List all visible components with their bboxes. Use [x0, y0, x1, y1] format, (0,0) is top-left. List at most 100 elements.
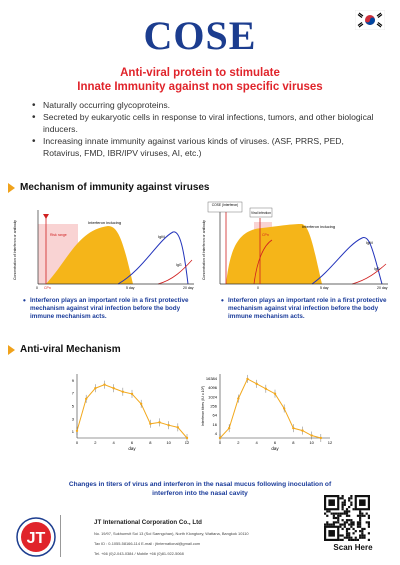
qr-code-icon[interactable] [324, 495, 370, 541]
section-heading-antiviral: Anti-viral Mechanism [8, 344, 121, 355]
address-line-3: Tel. +66 (0)2-043-0384 / Mobile +66 (0)8… [94, 551, 184, 556]
interferon-chart-data-point [301, 429, 304, 432]
interferon-chart-data-point [237, 397, 240, 400]
virus-chart-y-tick: 1 [72, 429, 75, 434]
address-line-2: Tax ID : 0-1055-58166-114 E-mail : jtint… [94, 541, 201, 546]
interferon-chart-data-point [319, 436, 323, 440]
chart1-x-tick: 20 day [183, 286, 194, 290]
virus-chart-y-tick: 9 [72, 378, 75, 383]
triangle-bullet-icon [8, 182, 15, 193]
chart2-x-tick: 0 [257, 286, 259, 290]
section-heading-text: Anti-viral Mechanism [20, 344, 121, 355]
igg-curve [351, 263, 387, 285]
igm-curve [117, 231, 189, 285]
chart1-igm-label: IgM [158, 234, 165, 239]
korea-flag-icon [355, 10, 385, 30]
interferon-chart-y-tick: 4096 [208, 385, 218, 390]
chart1-x-tick: 5 day [126, 286, 135, 290]
virus-chart-data-point [130, 392, 134, 396]
caption-line-2: interferon into the nasal cavity [152, 490, 248, 497]
interferon-area [46, 226, 133, 284]
subtitle: Anti-viral protein to stimulate Innate I… [0, 66, 400, 94]
page-title: COSE [143, 13, 257, 58]
note-right-text: Interferon plays an important role in a … [228, 297, 387, 321]
section-heading-text: Mechanism of immunity against viruses [20, 182, 210, 193]
interferon-area [226, 224, 322, 284]
virus-chart-data-point [103, 383, 106, 386]
immunity-chart-with-cose: COSE (Interferon) Viral Infection Interf… [202, 201, 388, 290]
virus-chart-data-point [139, 402, 143, 406]
virus-chart-data-point [167, 424, 170, 427]
caption-line-1: Changes in titers of virus and interfero… [68, 481, 332, 488]
chart1-igg-label: IgG [176, 263, 182, 267]
interferon-chart-series-line [219, 378, 321, 439]
virus-chart-x-tick: 0 [76, 440, 79, 445]
interferon-chart-y-tick: 16384 [206, 376, 218, 381]
address-line-1: No. 19/97, Sukhumvit Soi 13 (Soi Saengch… [94, 531, 249, 536]
virus-chart-data-point [149, 422, 152, 425]
virus-chart-y-tick: 5 [72, 404, 75, 409]
virus-chart-y-tick: 3 [72, 416, 75, 421]
interferon-chart-ylabel: Interferon titres (IU x 10³) [201, 386, 205, 426]
virus-chart-x-tick: 2 [94, 440, 97, 445]
virus-chart-x-tick: 6 [131, 440, 134, 445]
interferon-chart-y-tick: 4 [215, 431, 218, 436]
interferon-chart-y-tick: 256 [210, 404, 217, 409]
interferon-chart-y-tick: 16 [213, 422, 218, 427]
subtitle-line-1: Anti-viral protein to stimulate [120, 67, 280, 79]
chart2-igm-label: IgM [366, 240, 373, 245]
interferon-chart-x-tick: 0 [219, 440, 222, 445]
interferon-chart-data-point [246, 377, 249, 381]
interferon-chart-x-tick: 4 [256, 440, 259, 445]
list-item: Secreted by eukaryotic cells in response… [32, 112, 384, 135]
figure-caption: Changes in titers of virus and interfero… [30, 480, 370, 498]
company-name: JT International Corporation Co., Ltd [94, 519, 202, 526]
virus-chart-data-point [94, 387, 97, 390]
note-right: • Interferon plays an important role in … [221, 296, 387, 321]
cose-label: COSE (Interferon) [212, 203, 239, 207]
list-item: Increasing innate immunity against vario… [32, 136, 384, 159]
virus-chart-x-tick: 4 [113, 440, 116, 445]
interferon-chart-x-tick: 10 [309, 440, 314, 445]
chart1-interferon-label: Interferon inducing [88, 220, 121, 225]
interferon-chart-data-point [255, 382, 258, 386]
chart2-igg-label: IgG [374, 267, 380, 271]
interferon-chart-xlabel: day [271, 446, 279, 451]
interferon-chart-data-point [273, 392, 277, 395]
igm-curve [311, 237, 383, 285]
virus-chart-data-point [185, 436, 189, 440]
interferon-chart-x-tick: 2 [237, 440, 240, 445]
chart1-risk-label: Risk range [50, 233, 67, 237]
feature-list: Naturally occurring glycoproteins. Secre… [32, 100, 384, 160]
virus-chart-data-point [176, 426, 180, 429]
chart2-risk-label: CPn [262, 233, 269, 237]
interferon-chart-y-tick: 1024 [208, 394, 218, 399]
virus-chart-y-tick: 7 [72, 391, 75, 396]
virus-chart-data-point [121, 390, 125, 393]
virus-chart-data-point [112, 387, 115, 390]
interferon-titer-chart: 4 16 64 256 1024 4096 16384 0 2 4 6 8 10 12 day Interfe… [201, 374, 333, 451]
viral-infection-label: Viral Infection [251, 211, 271, 215]
chart2-interferon-label: Interferon inducing [302, 224, 335, 229]
virus-chart-data-point [75, 429, 79, 433]
scan-here-label: Scan Here [333, 543, 373, 552]
interferon-chart-data-point [292, 426, 295, 430]
list-item: Naturally occurring glycoproteins. [32, 100, 384, 112]
note-left-text: Interferon plays an important role in a … [30, 297, 189, 321]
immunity-chart-without-cose: Concentration of Interferon or antibody … [13, 210, 194, 290]
virus-chart-x-tick: 10 [166, 440, 171, 445]
company-logo: JT [16, 517, 56, 557]
virus-chart-xlabel: day [128, 446, 136, 451]
section-heading-mechanism: Mechanism of immunity against viruses [8, 182, 210, 193]
subtitle-line-2: Innate Immunity against non specific vir… [77, 81, 323, 93]
virus-titer-chart: 1 3 5 7 9 0 2 4 6 8 10 12 day [72, 374, 190, 451]
interferon-chart-x-tick: 6 [274, 440, 277, 445]
footer-divider [60, 515, 61, 557]
virus-chart-data-point [84, 397, 88, 401]
virus-chart-x-tick: 8 [149, 440, 152, 445]
virus-chart-x-tick: 12 [185, 440, 190, 445]
chart1-ylabel: Concentration of Interferon or antibody [13, 220, 17, 280]
interferon-chart-data-point [282, 407, 286, 410]
interferon-chart-data-point [264, 387, 268, 390]
interferon-chart-data-point [227, 426, 231, 430]
